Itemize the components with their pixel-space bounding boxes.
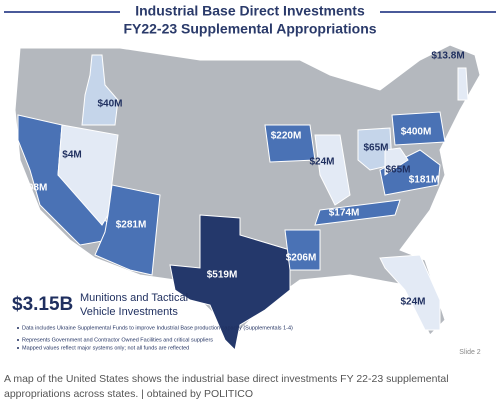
total-label: Munitions and Tactical (80, 292, 188, 304)
region-label: $400M (401, 127, 432, 138)
total-label: Vehicle Investments (80, 306, 178, 318)
region-label: $519M (207, 270, 238, 281)
region-label: $24M (309, 157, 334, 168)
state (384, 147, 409, 176)
state (379, 254, 441, 331)
state (314, 134, 351, 206)
state (284, 229, 321, 271)
region-label: $40M (97, 99, 122, 110)
region-label: $181M (409, 175, 440, 186)
slide-number: Slide 2 (459, 349, 481, 356)
state (457, 67, 469, 101)
title: FY22-23 Supplemental Appropriations (123, 21, 376, 37)
title: Industrial Base Direct Investments (135, 3, 365, 19)
region-label: $208M (17, 183, 48, 194)
region-label: $65M (385, 165, 410, 176)
note: Mapped values reflect major systems only… (22, 345, 189, 351)
state (391, 111, 446, 146)
note: Data includes Ukraine Supplemental Funds… (22, 325, 293, 331)
bullet (17, 347, 19, 349)
total-amount: $3.15B (12, 294, 73, 315)
state (169, 214, 291, 352)
region-label: $220M (271, 131, 302, 142)
state (379, 149, 441, 196)
region-label: $206M (286, 253, 317, 264)
caption: A map of the United States shows the ind… (4, 373, 449, 385)
caption: appropriations across states. | obtained… (4, 388, 253, 400)
region-label: $281M (116, 220, 147, 231)
state (57, 124, 119, 226)
state (94, 184, 161, 276)
region-label: $4M (62, 150, 81, 161)
state (264, 124, 316, 163)
state (81, 54, 119, 126)
bullet (17, 339, 19, 341)
state (357, 127, 393, 171)
region-label: $24M (400, 297, 425, 308)
region-label: $65M (363, 143, 388, 154)
note: Represents Government and Contractor Own… (22, 337, 213, 343)
region-label: $13.8M (431, 51, 464, 62)
region-label: $174M (329, 208, 360, 219)
bullet (17, 327, 19, 329)
state (314, 199, 401, 226)
